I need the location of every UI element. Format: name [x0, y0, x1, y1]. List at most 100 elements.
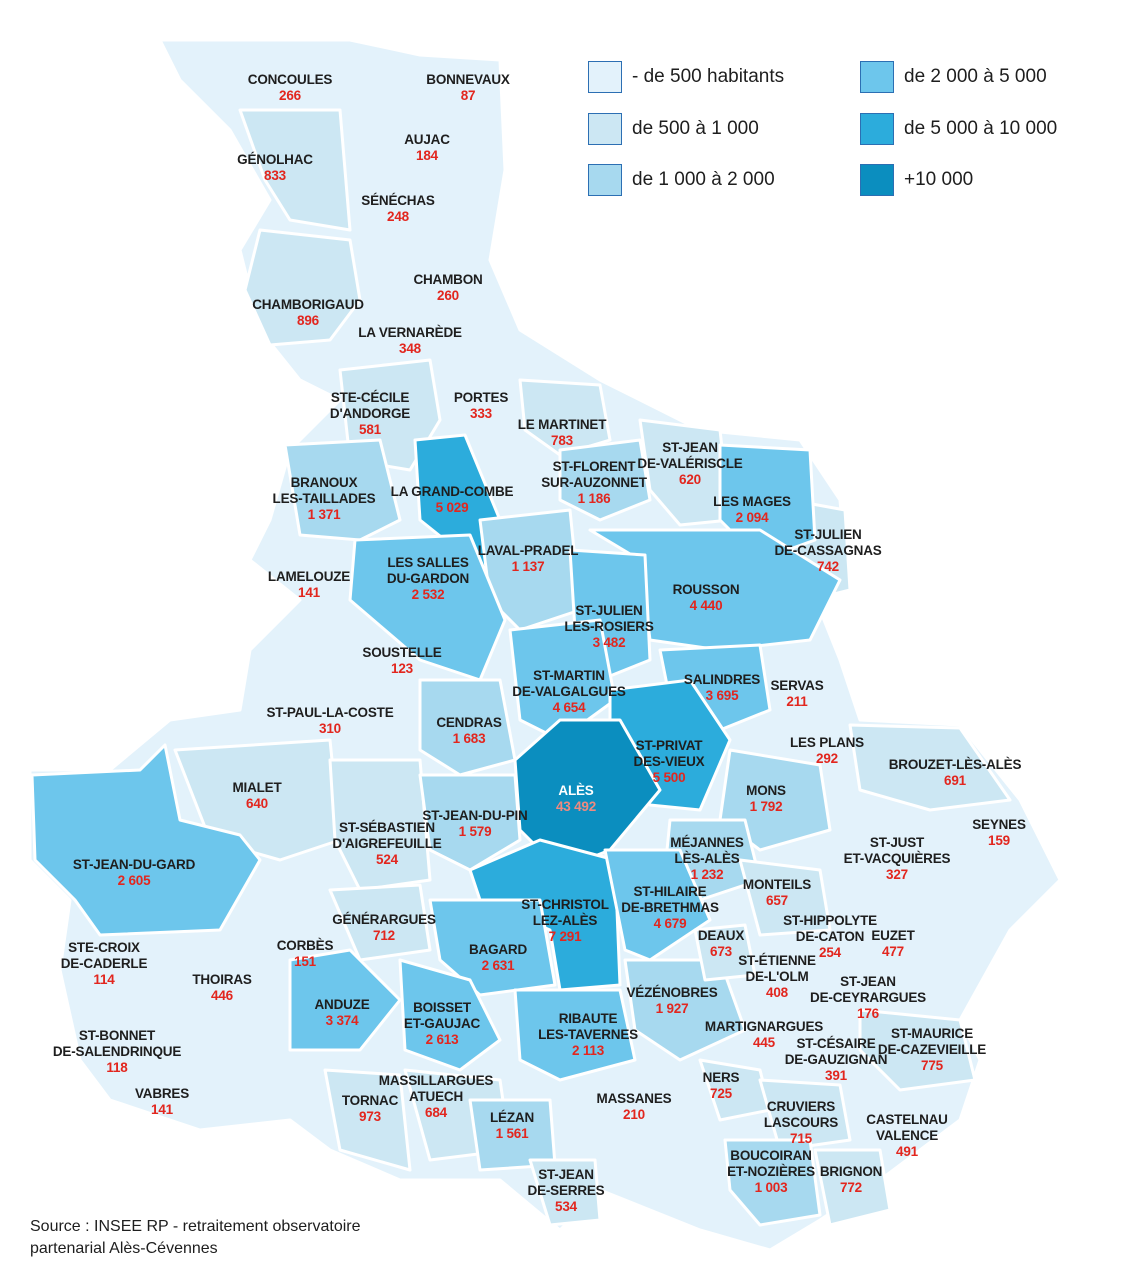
commune-label: BROUZET-LÈS-ALÈS 691	[889, 757, 1022, 789]
commune-population: 491	[896, 1144, 918, 1159]
commune-name: DE-SERRES	[527, 1183, 605, 1198]
commune-population: 1 186	[577, 491, 611, 506]
commune-label: SÉNÉCHAS 248	[361, 193, 435, 225]
commune-name: DE-BRETHMAS	[621, 900, 719, 915]
commune-label: ST-JUST ET-VACQUIÈRES 327	[844, 835, 951, 883]
commune-name: DE-GAUZIGNAN	[784, 1052, 888, 1067]
region-st-hilaire	[603, 848, 712, 962]
commune-label: ST-ÉTIENNE DE-L'OLM 408	[738, 953, 816, 1001]
commune-name: LE MARTINET	[517, 417, 607, 432]
commune-name: SOUSTELLE	[362, 645, 442, 660]
legend-item-500-1000: de 500 à 1 000	[588, 112, 759, 146]
commune-label: CHAMBORIGAUD 896	[252, 297, 364, 329]
commune-label: MARTIGNARGUES 445	[705, 1019, 823, 1051]
commune-name: DE-SALENDRINQUE	[52, 1044, 182, 1059]
commune-name: MASSILLARGUES	[378, 1073, 494, 1088]
commune-population: 4 679	[653, 916, 687, 931]
commune-name: VALENCE	[875, 1128, 939, 1143]
source-note: Source : INSEE RP - retraitement observa…	[30, 1216, 361, 1260]
legend-item-lt500: - de 500 habitants	[588, 60, 784, 94]
commune-population: 657	[766, 893, 788, 908]
commune-name: ST-JULIEN	[794, 527, 862, 542]
commune-population: 712	[373, 928, 395, 943]
commune-label: RIBAUTE LES-TAVERNES 2 113	[538, 1011, 638, 1059]
commune-population: 684	[425, 1105, 447, 1120]
commune-name: MÉJANNES	[670, 835, 744, 850]
commune-population: 772	[840, 1180, 862, 1195]
commune-population: 5 500	[652, 770, 686, 785]
commune-population: 333	[470, 406, 492, 421]
commune-name: DE-CATON	[795, 929, 865, 944]
commune-population: 151	[294, 954, 316, 969]
commune-population: 783	[551, 433, 573, 448]
commune-name: MONTEILS	[742, 877, 812, 892]
commune-name: ANDUZE	[314, 997, 370, 1012]
commune-name: MONS	[746, 783, 786, 798]
commune-name: ST-JEAN-DU-GARD	[72, 857, 196, 872]
commune-label: VÉZÉNOBRES 1 927	[626, 985, 717, 1017]
region-deaux	[693, 923, 757, 982]
commune-name: LAVAL-PRADEL	[477, 543, 579, 558]
region-anduze	[288, 948, 402, 1052]
commune-population: 408	[766, 985, 788, 1000]
commune-population: 1 003	[754, 1180, 788, 1195]
commune-name: ALÈS	[558, 783, 594, 798]
commune-name: RIBAUTE	[558, 1011, 618, 1026]
commune-name: ST-HIPPOLYTE	[783, 913, 877, 928]
commune-name: CONCOULES	[247, 72, 333, 87]
commune-label: ST-JEAN DE-CEYRARGUES 176	[810, 974, 926, 1022]
commune-name: BAGARD	[468, 942, 528, 957]
commune-name: LÈS-ALÈS	[674, 851, 740, 866]
commune-name: VABRES	[134, 1086, 190, 1101]
commune-label: BRANOUX LES-TAILLADES 1 371	[273, 475, 376, 523]
commune-name: ATUECH	[408, 1089, 464, 1104]
legend-label: - de 500 habitants	[632, 66, 785, 87]
commune-population: 248	[387, 209, 409, 224]
region-genolhac	[238, 108, 352, 232]
region-st-jean-serres	[528, 1158, 602, 1227]
commune-population: 2 532	[411, 587, 445, 602]
commune-label: LE MARTINET 783	[518, 417, 607, 449]
commune-label: CORBÈS 151	[277, 938, 334, 970]
commune-label: BRIGNON 772	[820, 1164, 883, 1196]
commune-population: 581	[359, 422, 381, 437]
commune-name: MASSANES	[596, 1091, 672, 1106]
commune-label: ANDUZE 3 374	[314, 997, 369, 1029]
commune-label: ST-FLORENT SUR-AUZONNET 1 186	[541, 459, 647, 507]
commune-label: STE-CÉCILE D'ANDORGE 581	[330, 390, 410, 438]
commune-name: LES SALLES	[387, 555, 469, 570]
commune-name: ST-JEAN	[662, 440, 718, 455]
commune-population: 3 695	[705, 688, 739, 703]
commune-population: 833	[264, 168, 286, 183]
commune-name: AUJAC	[404, 132, 450, 147]
commune-name: LA GRAND-COMBE	[390, 484, 514, 499]
commune-population: 1 232	[690, 867, 724, 882]
commune-label: ST-HILAIRE DE-BRETHMAS 4 679	[621, 884, 719, 932]
region-generargues	[328, 883, 432, 962]
region-monteils	[738, 858, 832, 937]
commune-label: LÉZAN 1 561	[490, 1110, 534, 1142]
commune-name: LÉZAN	[490, 1110, 534, 1125]
commune-population: 141	[151, 1102, 173, 1117]
commune-name: ST-JEAN	[840, 974, 896, 989]
commune-population: 211	[786, 694, 808, 709]
commune-label: LAMELOUZE 141	[268, 569, 350, 601]
commune-population: 620	[679, 472, 701, 487]
commune-name: LES-ROSIERS	[564, 619, 654, 634]
commune-name: BROUZET-LÈS-ALÈS	[888, 757, 1022, 772]
commune-name: DE-VALÉRISCLE	[637, 456, 743, 471]
commune-name: CENDRAS	[436, 715, 502, 730]
commune-label: ST-JEAN DE-VALÉRISCLE 620	[637, 440, 742, 488]
commune-population: 2 605	[117, 873, 151, 888]
commune-name: ST-CÉSAIRE	[796, 1036, 876, 1051]
commune-population: 896	[297, 313, 319, 328]
commune-population: 348	[399, 341, 421, 356]
commune-population: 715	[790, 1131, 812, 1146]
commune-name: ST-FLORENT	[552, 459, 636, 474]
legend-label: de 500 à 1 000	[632, 118, 759, 139]
commune-population: 260	[437, 288, 459, 303]
commune-label: LA GRAND-COMBE 5 029	[391, 484, 514, 516]
commune-name: VÉZÉNOBRES	[626, 985, 718, 1000]
commune-population: 210	[623, 1107, 645, 1122]
legend-label: de 5 000 à 10 000	[904, 118, 1058, 139]
